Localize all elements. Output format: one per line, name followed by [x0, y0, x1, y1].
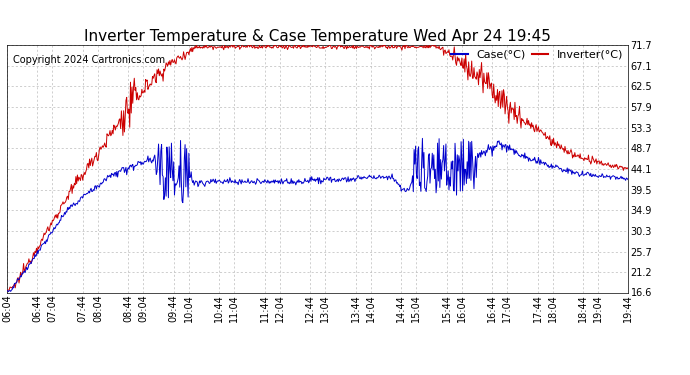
Legend: Case(°C), Inverter(°C): Case(°C), Inverter(°C) [446, 45, 628, 64]
Title: Inverter Temperature & Case Temperature Wed Apr 24 19:45: Inverter Temperature & Case Temperature … [84, 29, 551, 44]
Text: Copyright 2024 Cartronics.com: Copyright 2024 Cartronics.com [13, 55, 165, 65]
